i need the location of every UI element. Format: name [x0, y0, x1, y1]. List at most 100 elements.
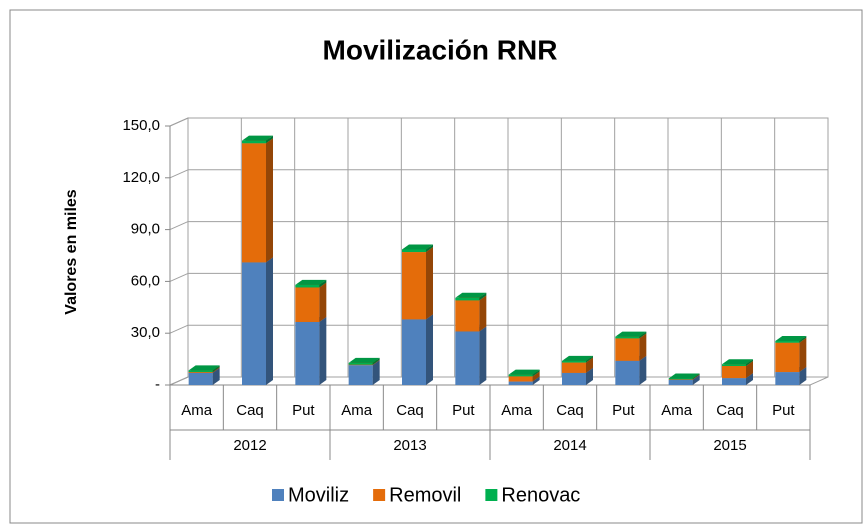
bar-side [266, 138, 273, 263]
bar-side [586, 355, 593, 363]
x-tick-label: Put [772, 402, 795, 419]
group-label: 2014 [553, 437, 586, 454]
bar-front [508, 374, 533, 377]
bar-front [348, 365, 373, 385]
bar-front [242, 143, 266, 263]
bar-side [532, 371, 540, 382]
x-tick-label: Ama [341, 402, 373, 419]
bar-side [212, 365, 220, 373]
grid-line [169, 169, 189, 179]
grid-line [169, 117, 189, 127]
bar-front [295, 321, 320, 385]
bar-top [508, 369, 540, 375]
bar-top [295, 279, 327, 285]
legend-swatch [485, 489, 498, 501]
bar-front [242, 140, 266, 144]
bar-front [775, 372, 800, 385]
bar-front [188, 370, 213, 373]
legend-label: Moviliz [288, 484, 349, 506]
bar-side [372, 360, 380, 385]
bar-front [348, 362, 373, 365]
bar-front [295, 284, 320, 288]
bar-side [586, 367, 593, 385]
bar-side [479, 326, 487, 385]
bar-top [615, 331, 647, 337]
bar-side [426, 244, 433, 253]
bar-side [692, 374, 700, 380]
bar-side [479, 292, 487, 301]
bar-side [266, 257, 273, 385]
bar-side [532, 369, 540, 377]
bar-side [692, 373, 700, 380]
legend-swatch [373, 489, 386, 501]
bar-front [722, 366, 746, 379]
bar-front [668, 379, 693, 380]
bar-top [455, 292, 487, 298]
bar-side [426, 314, 433, 385]
bar-front [722, 364, 746, 367]
bar-top [562, 355, 593, 361]
bar-side [746, 359, 753, 367]
bar-side [479, 295, 487, 332]
bar-front [188, 372, 213, 373]
y-tick-label: 150,0 [122, 117, 160, 134]
bar-side [799, 335, 807, 343]
bar-side [319, 279, 327, 288]
bar-top [348, 357, 380, 363]
bar-top [402, 244, 433, 250]
bar-front [508, 381, 533, 385]
bar-front [508, 376, 533, 382]
bar-front [188, 372, 213, 385]
x-tick-label: Ama [181, 402, 213, 419]
bar-front [615, 338, 640, 361]
bar-side [212, 367, 220, 373]
chart-title: Movilización RNR [323, 34, 558, 65]
bar-side [372, 359, 380, 366]
y-axis-label: Valores en miles [63, 189, 80, 315]
legend-swatch [272, 489, 284, 501]
bar-side [212, 367, 220, 385]
bar-side [319, 316, 327, 385]
bar-side [639, 331, 647, 339]
bar-side [586, 357, 593, 373]
bar-front [348, 364, 373, 366]
group-label: 2012 [233, 437, 266, 454]
legend-label: Renovac [501, 484, 580, 506]
bar-front [402, 252, 426, 320]
x-tick-label: Caq [236, 402, 264, 419]
x-tick-label: Put [612, 402, 635, 419]
bar-side [266, 135, 273, 144]
x-tick-label: Ama [501, 402, 533, 419]
bar-front [455, 297, 480, 301]
legend-label: Removil [389, 484, 461, 506]
bar-front [295, 287, 320, 322]
bar-front [242, 262, 266, 385]
x-tick-label: Ama [661, 402, 693, 419]
bar-top [722, 359, 753, 365]
x-tick-label: Caq [716, 402, 744, 419]
bar-top [242, 135, 273, 141]
bar-front [668, 378, 693, 380]
bar-front [562, 360, 586, 363]
x-tick-label: Caq [396, 402, 424, 419]
bar-front [402, 249, 426, 253]
group-label: 2015 [713, 437, 746, 454]
bar-front [455, 331, 480, 385]
grid-line [169, 221, 189, 231]
bar-side [692, 374, 700, 385]
bar-top [668, 373, 700, 379]
bar-front [562, 372, 586, 385]
grid-line [169, 272, 189, 282]
bar-top [775, 335, 807, 341]
bar-side [799, 337, 807, 373]
bar-side [426, 247, 433, 320]
chart-border [9, 9, 863, 524]
y-tick-label: - [155, 376, 160, 393]
x-tick-label: Put [452, 402, 475, 419]
x-tick-label: Caq [556, 402, 584, 419]
y-tick-label: 30,0 [131, 324, 160, 341]
y-tick-label: 90,0 [131, 221, 160, 238]
y-tick-label: 60,0 [131, 272, 160, 289]
bar-front [562, 362, 586, 373]
